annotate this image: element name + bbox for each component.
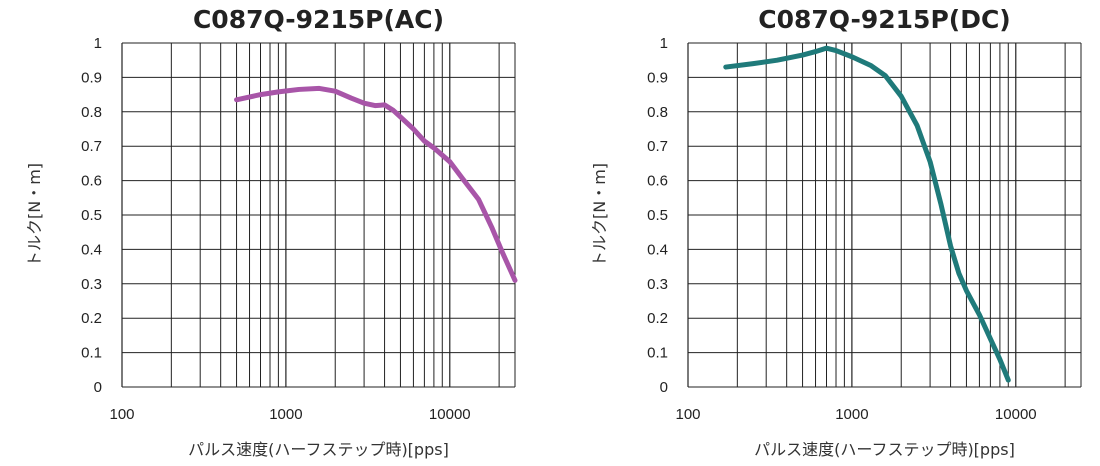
chart-panel-dc: C087Q-9215P(DC) 0 0.1 0.2 0.3 0.4 0.5 0.6 0.7 0.8… xyxy=(565,0,1100,466)
y-tick-label: 0.7 xyxy=(81,138,102,155)
series-line xyxy=(234,85,518,283)
y-tick-label: 0.9 xyxy=(81,69,102,86)
y-tick-label: 0.8 xyxy=(647,104,668,121)
y-tick-label: 0.5 xyxy=(81,207,102,224)
y-tick-label: 0.8 xyxy=(81,104,102,121)
y-tick-label: 0.4 xyxy=(81,241,102,258)
y-axis-label: トルク[N・m] xyxy=(25,163,44,267)
y-tick-label: 0.5 xyxy=(647,207,668,224)
chart-svg-ac: C087Q-9215P(AC) 0 0.1 0.2 0.3 0.4 0.5 0.6 0.7 0.8… xyxy=(25,5,518,459)
gridlines xyxy=(121,42,516,388)
chart-panel-ac: C087Q-9215P(AC) 0 0.1 0.2 0.3 0.4 0.5 0.6 0.7 0.8… xyxy=(25,5,518,459)
y-tick-label: 0.9 xyxy=(647,69,668,86)
series-line xyxy=(723,45,1011,383)
x-axis-label: パルス速度(ハーフステップ時)[pps] xyxy=(188,440,449,459)
y-tick-label: 1 xyxy=(94,35,102,52)
y-tick-label: 0.6 xyxy=(81,173,102,190)
gridlines xyxy=(687,42,1082,388)
y-tick-label: 1 xyxy=(660,35,668,52)
y-tick-label: 0.3 xyxy=(647,276,668,293)
y-tick-label: 0 xyxy=(660,379,668,396)
x-tick-label: 1000 xyxy=(269,406,302,423)
x-tick-label: 10000 xyxy=(429,406,471,423)
y-tick-label: 0.3 xyxy=(81,276,102,293)
x-tick-label: 10000 xyxy=(995,406,1037,423)
x-tick-label: 100 xyxy=(109,406,134,423)
x-tick-label: 1000 xyxy=(835,406,868,423)
y-tick-label: 0.1 xyxy=(647,345,668,362)
x-tick-label: 100 xyxy=(675,406,700,423)
y-tick-label: 0 xyxy=(94,379,102,396)
y-axis-label: トルク[N・m] xyxy=(590,163,609,267)
y-tick-label: 0.7 xyxy=(647,138,668,155)
y-tick-label: 0.2 xyxy=(647,310,668,327)
y-tick-label: 0.1 xyxy=(81,345,102,362)
chart-title: C087Q-9215P(DC) xyxy=(758,5,1010,34)
y-tick-label: 0.4 xyxy=(647,241,668,258)
chart-title: C087Q-9215P(AC) xyxy=(193,5,444,34)
x-axis-label: パルス速度(ハーフステップ時)[pps] xyxy=(754,440,1015,459)
y-tick-label: 0.2 xyxy=(81,310,102,327)
y-tick-label: 0.6 xyxy=(647,173,668,190)
chart-svg-dc: C087Q-9215P(DC) 0 0.1 0.2 0.3 0.4 0.5 0.6 0.7 0.8… xyxy=(590,5,1082,459)
